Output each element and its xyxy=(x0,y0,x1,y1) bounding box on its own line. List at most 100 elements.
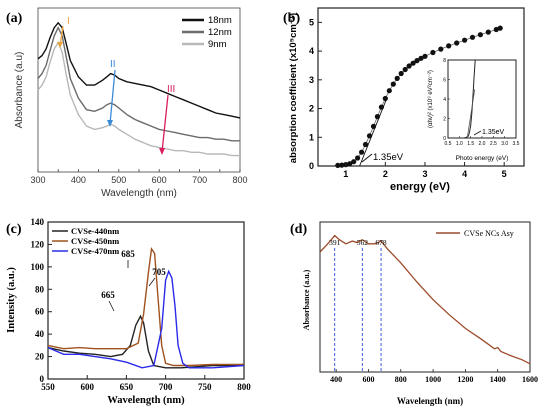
data-point xyxy=(390,81,396,87)
x-tick-label-800: 800 xyxy=(237,382,251,392)
panel-d-frame xyxy=(319,221,531,373)
x-tick-label-600: 600 xyxy=(80,382,94,392)
annotation-ii-arrowhead xyxy=(107,120,113,127)
data-point xyxy=(469,34,476,40)
peak-marker-678: 678 xyxy=(375,238,387,247)
inset-annotation-arrow xyxy=(473,130,482,136)
data-point xyxy=(477,32,483,38)
data-point xyxy=(339,162,345,168)
data-point xyxy=(414,58,420,64)
y-tick-label-3: 3 xyxy=(309,75,314,85)
panel-a-annotations: I II III xyxy=(57,16,175,155)
panel-b: (b) 1 2 3 4 5 0 1 2 3 4 5 energy (eV) absorption c… xyxy=(283,7,525,193)
x-tick-label-5: 5 xyxy=(502,169,507,179)
data-point xyxy=(410,60,416,66)
legend-label-18nm: 18nm xyxy=(208,15,232,26)
panel-a-xticks: 300 400 500 600 700 800 xyxy=(30,169,248,185)
x-tick-label-700: 700 xyxy=(192,175,207,185)
legend-label-cvse-450: CVSe-450nm xyxy=(71,236,119,246)
x-tick-label-700: 700 xyxy=(159,382,173,392)
peak-label-705: 705 xyxy=(152,267,166,277)
panel-d: (d) 400 600 800 1000 1200 1400 1600 Wavelength… xyxy=(290,221,538,406)
x-tick-label-500: 500 xyxy=(111,175,126,185)
x-tick-label-800: 800 xyxy=(395,375,407,384)
inset-curve xyxy=(463,59,476,139)
data-point xyxy=(438,46,444,52)
x-tick-label-650: 650 xyxy=(120,382,134,392)
data-point xyxy=(394,75,400,81)
annotation-ii-arrow xyxy=(109,69,116,125)
panel-d-ylabel: Absorbance (a.u.) xyxy=(302,269,311,330)
data-point xyxy=(347,161,353,167)
legend-label-cvse-440: CVSe-440nm xyxy=(71,226,119,236)
data-point xyxy=(497,25,503,31)
inset-x-tick-label-3.0: 3.0 xyxy=(501,141,508,147)
x-tick-label-400: 400 xyxy=(71,175,86,185)
panel-d-letter: (d) xyxy=(290,222,307,237)
panel-d-legend: CVSe NCs Asy xyxy=(436,229,514,238)
x-tick-label-300: 300 xyxy=(30,175,45,185)
annotation-iii-arrow xyxy=(161,94,169,153)
panel-c-legend: CVSe-440nm CVSe-450nm CVSe-470nm xyxy=(52,226,119,256)
x-tick-label-750: 750 xyxy=(198,382,212,392)
series-line-12nm xyxy=(37,26,240,142)
y-tick-label-1: 1 xyxy=(309,132,314,142)
panel-b-xlabel: energy (eV) xyxy=(390,181,450,193)
inset-y-tick-label-2: 2 xyxy=(443,117,446,123)
data-point xyxy=(351,159,357,165)
inset-y-tick-label-0: 0 xyxy=(443,136,446,142)
panel-b-inset: 0.5 1.0 1.5 2.0 2.5 3.0 3.5 0 2 4 6 8 Photo energy … xyxy=(427,58,520,162)
data-point xyxy=(430,49,436,56)
x-tick-label-550: 550 xyxy=(41,382,55,392)
data-point xyxy=(462,37,468,43)
data-point xyxy=(398,70,404,77)
x-tick-label-600: 600 xyxy=(362,375,374,384)
y-tick-label-20: 20 xyxy=(35,352,45,362)
peak-label-665: 665 xyxy=(101,290,115,300)
panel-c-peak-labels: 665 685 705 xyxy=(101,249,166,312)
panel-a-letter: (a) xyxy=(6,11,23,26)
data-point xyxy=(485,29,491,35)
panel-c: (c) 550 600 650 700 750 800 0 20 40 60 80 100 120 140… xyxy=(6,217,251,406)
data-point xyxy=(386,88,392,94)
data-point xyxy=(359,149,365,155)
panel-c-ylabel: Intensity (a.u.) xyxy=(6,267,17,333)
y-tick-label-0: 0 xyxy=(309,161,314,171)
annotation-iii-arrowhead xyxy=(159,148,165,155)
data-point xyxy=(418,55,424,61)
series-line-CVSe-470nm xyxy=(47,269,245,369)
inset-xlabel: Photo energy (eV) xyxy=(456,155,509,162)
inset-y-tick-label-6: 6 xyxy=(443,78,446,84)
panel-d-plot xyxy=(319,234,531,365)
legend-label-cvse-470: CVSe-470nm xyxy=(71,246,119,256)
x-tick-label-1: 1 xyxy=(343,169,348,179)
peak-arrow-665 xyxy=(108,300,115,312)
panel-d-xlabel: Wavelength (nm) xyxy=(397,396,463,406)
y-tick-label-80: 80 xyxy=(35,284,45,294)
y-tick-label-2: 2 xyxy=(309,104,314,114)
panel-b-annotation-arrow xyxy=(361,153,373,163)
y-tick-label-140: 140 xyxy=(31,217,45,227)
panel-b-letter: (b) xyxy=(283,11,300,26)
inset-y-tick-label-4: 4 xyxy=(443,97,446,103)
y-tick-label-4: 4 xyxy=(309,46,314,56)
panel-b-frame xyxy=(317,7,525,167)
data-point xyxy=(493,26,499,33)
x-tick-label-800: 800 xyxy=(232,175,247,185)
panel-b-plot xyxy=(335,25,503,168)
x-tick-label-600: 600 xyxy=(152,175,167,185)
inset-frame xyxy=(447,59,517,139)
x-tick-label-3: 3 xyxy=(422,169,427,179)
data-point xyxy=(446,43,452,49)
legend-label-9nm: 9nm xyxy=(208,39,227,50)
inset-ylabel: (αhν)² (x10⁹ eV²cm⁻²) xyxy=(427,70,434,128)
series-line-cvse-ncs xyxy=(319,234,531,365)
inset-y-tick-label-8: 8 xyxy=(443,58,446,64)
panel-c-xlabel: Wavelength (nm) xyxy=(107,395,185,406)
data-point xyxy=(422,53,428,59)
x-tick-label-1200: 1200 xyxy=(457,375,473,384)
annotation-i: I xyxy=(67,16,70,27)
y-tick-label-60: 60 xyxy=(35,307,45,317)
y-tick-label-100: 100 xyxy=(31,262,45,272)
